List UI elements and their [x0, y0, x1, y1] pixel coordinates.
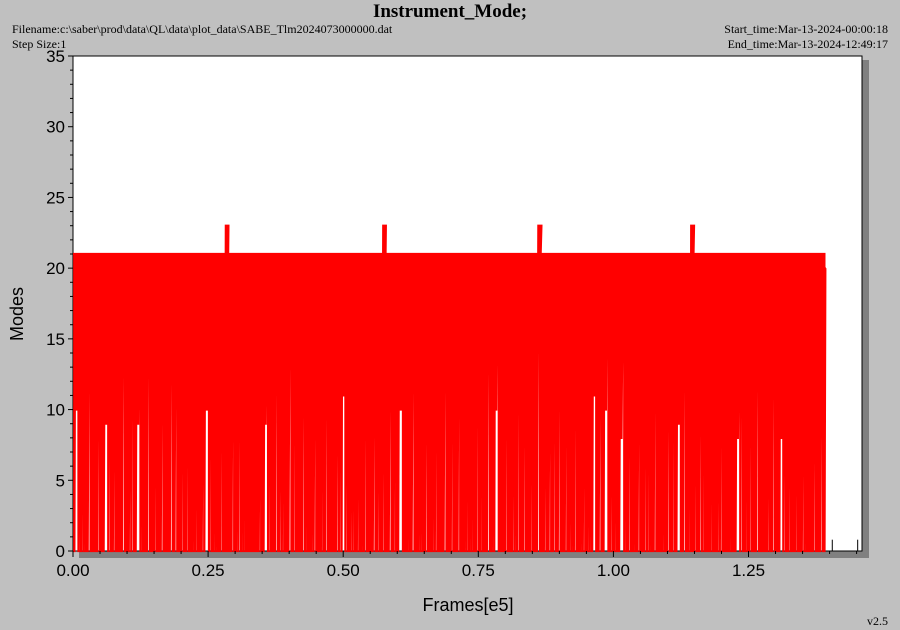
version-label: v2.5	[867, 614, 888, 628]
series-line	[73, 224, 827, 553]
chart-title: Instrument_Mode;	[372, 1, 528, 22]
start-time-label: Start_time:Mar-13-2024-00:00:18	[724, 22, 888, 36]
x-tick-label: 1.00	[597, 561, 630, 580]
y-tick-label: 30	[46, 118, 65, 137]
y-tick-label: 25	[46, 188, 65, 207]
axes-layer: 0 5 10 15 20 25 30 35 0.00 0.25 0.50 0.75 1.00 1.25	[46, 47, 858, 580]
y-tick-label: 5	[56, 471, 65, 490]
y-tick-label: 20	[46, 259, 65, 278]
y-tick-label: 15	[46, 330, 65, 349]
filename-label: Filename:c:\saber\prod\data\QL\data\plot…	[12, 22, 393, 36]
y-tick-label: 35	[46, 47, 65, 66]
y-tick-label: 0	[56, 542, 65, 561]
x-tick-label: 1.25	[732, 561, 765, 580]
y-tick-label: 10	[46, 401, 65, 420]
series-layer	[73, 224, 859, 553]
y-axis-label: Modes	[7, 287, 27, 341]
x-tick-label: 0.50	[327, 561, 360, 580]
step-size-label: Step Size:1	[12, 37, 67, 51]
end-time-label: End_time:Mar-13-2024-12:49:17	[727, 37, 888, 51]
x-axis-label: Frames[e5]	[422, 595, 513, 615]
x-tick-label: 0.00	[56, 561, 89, 580]
x-tick-label: 0.75	[462, 561, 495, 580]
x-tick-label: 0.25	[192, 561, 225, 580]
